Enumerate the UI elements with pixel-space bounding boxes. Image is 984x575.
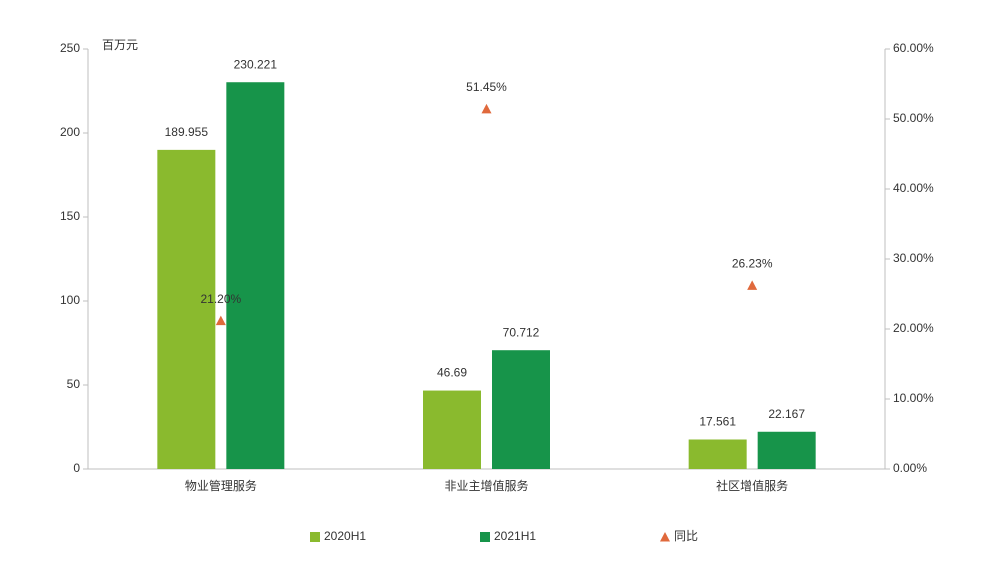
- y-tick-label: 0: [73, 461, 80, 475]
- y-unit-label: 百万元: [102, 38, 138, 52]
- bar: [226, 82, 285, 469]
- data-label: 189.955: [165, 125, 209, 139]
- y-tick-label: 250: [60, 41, 80, 55]
- y2-tick-label: 20.00%: [893, 321, 934, 335]
- y2-tick-label: 60.00%: [893, 41, 934, 55]
- y-tick-label: 50: [67, 377, 81, 391]
- x-tick-label: 非业主增值服务: [444, 478, 528, 493]
- data-label: 51.45%: [466, 80, 507, 94]
- legend-swatch: [660, 532, 670, 542]
- legend-swatch: [480, 532, 490, 542]
- y-tick-label: 100: [60, 293, 80, 307]
- data-label: 46.69: [437, 366, 467, 380]
- legend-swatch: [310, 532, 320, 542]
- marker: [747, 280, 758, 290]
- y2-tick-label: 10.00%: [893, 391, 934, 405]
- legend-label: 同比: [674, 529, 698, 543]
- marker: [481, 103, 492, 114]
- x-tick-label: 物业管理服务: [185, 478, 257, 493]
- data-label: 21.20%: [200, 292, 241, 306]
- bar: [423, 390, 481, 469]
- y2-tick-label: 50.00%: [893, 111, 934, 125]
- bar: [157, 149, 216, 469]
- marker: [215, 315, 226, 326]
- y2-tick-label: 30.00%: [893, 251, 934, 265]
- data-label: 26.23%: [732, 257, 773, 271]
- data-label: 22.167: [768, 407, 805, 421]
- x-tick-label: 社区增值服务: [716, 478, 788, 493]
- bar: [757, 431, 816, 469]
- data-label: 230.221: [234, 57, 278, 71]
- data-label: 17.561: [699, 415, 736, 429]
- bar: [492, 350, 550, 469]
- legend-label: 2021H1: [494, 529, 536, 543]
- data-label: 70.712: [503, 325, 540, 339]
- bar: [688, 439, 747, 469]
- legend-label: 2020H1: [324, 529, 366, 543]
- y-tick-label: 200: [60, 125, 80, 139]
- y2-tick-label: 40.00%: [893, 181, 934, 195]
- y-tick-label: 150: [60, 209, 80, 223]
- y2-tick-label: 0.00%: [893, 461, 927, 475]
